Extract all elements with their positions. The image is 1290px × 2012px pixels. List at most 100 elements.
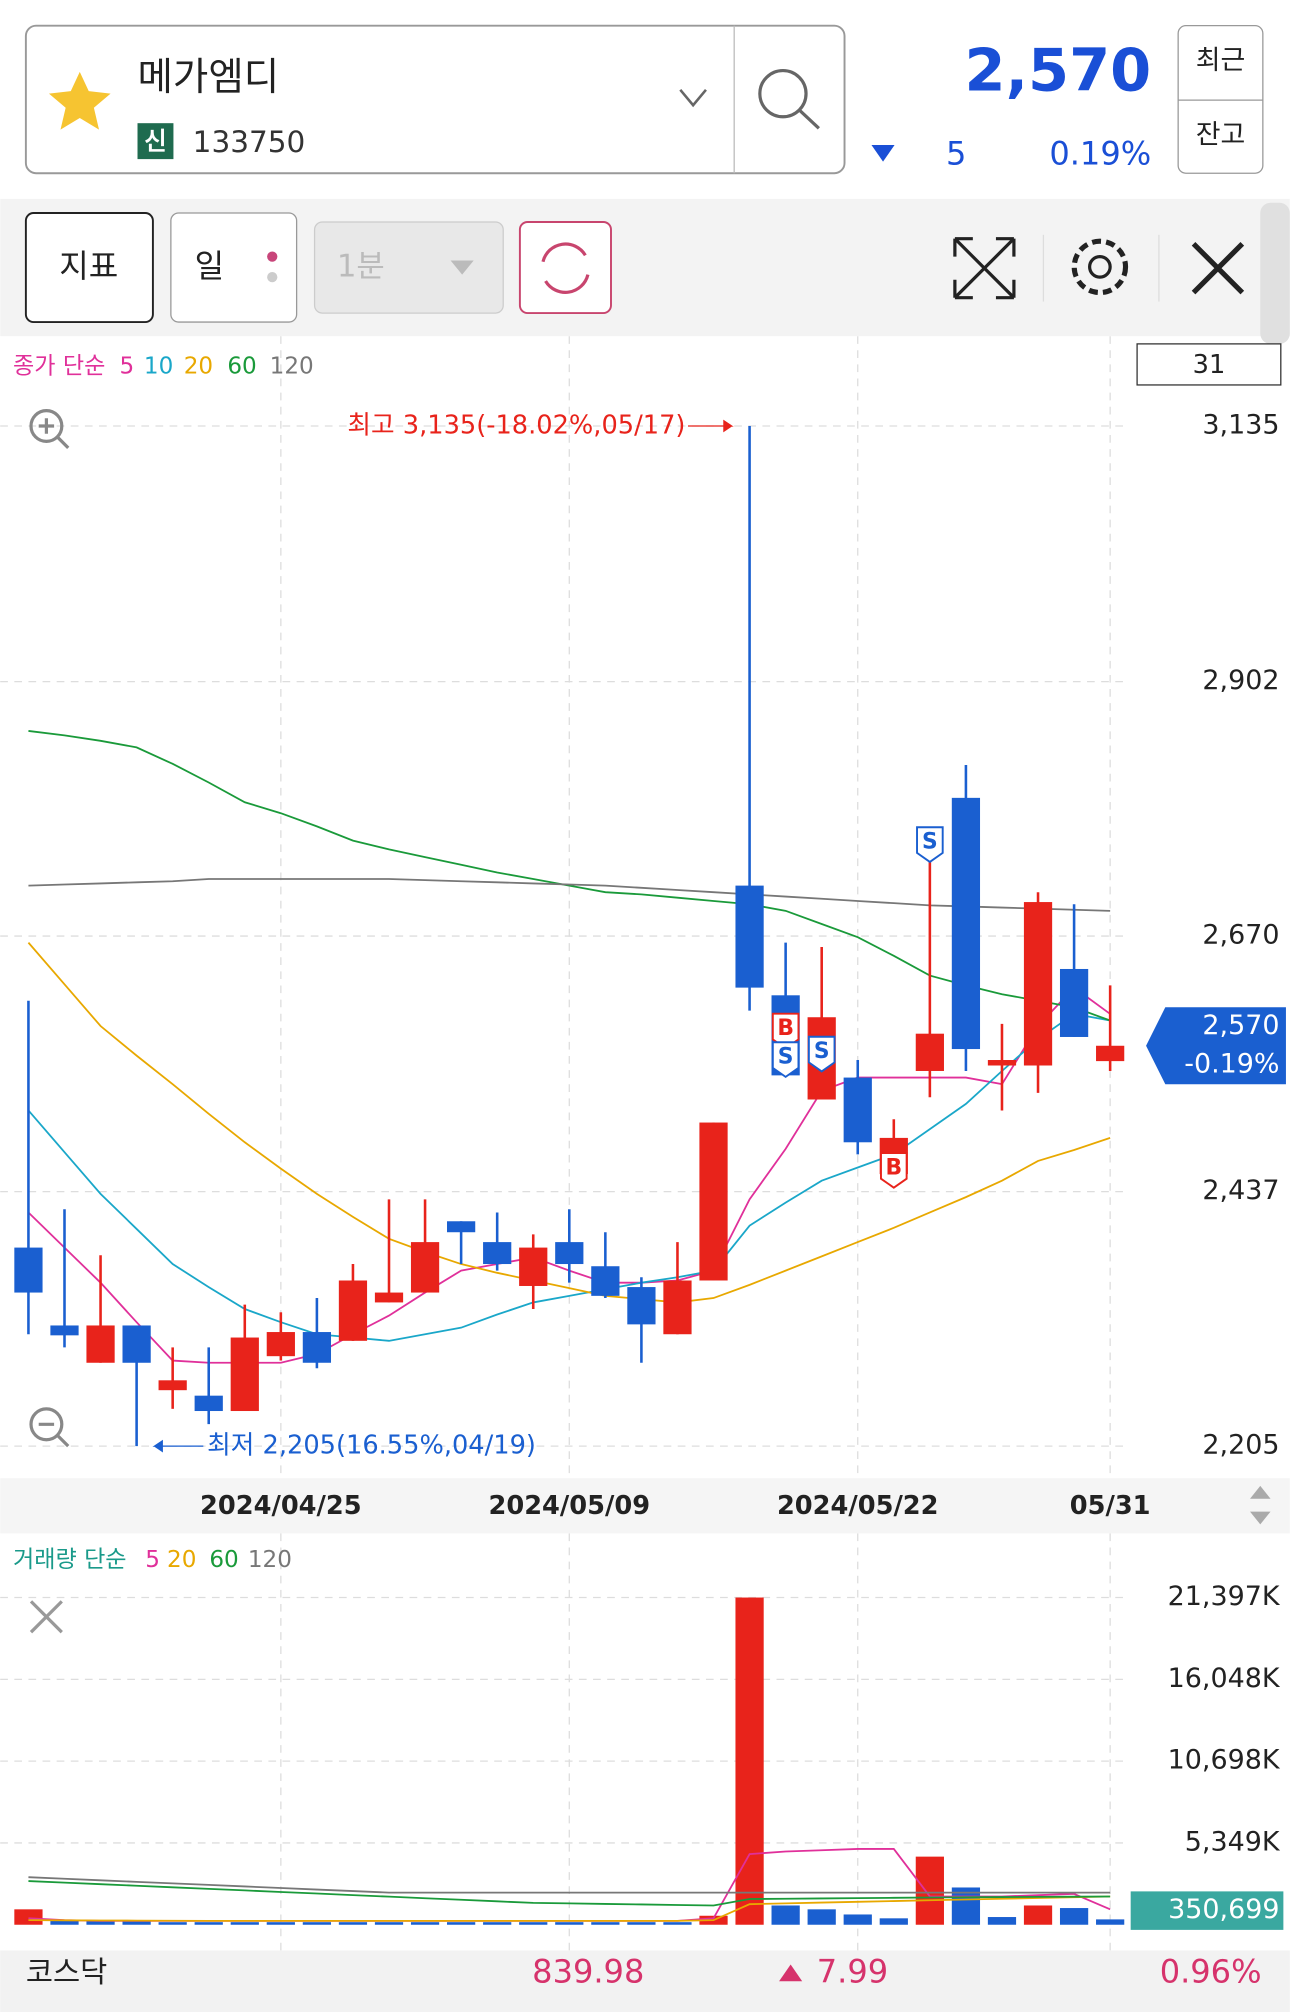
- legend-entry: 5: [120, 353, 135, 379]
- ma-line: [27, 1012, 1111, 1342]
- index-value: 839.98: [532, 1953, 644, 1991]
- zoom-in[interactable]: [29, 409, 64, 444]
- volume-bar: [338, 1922, 368, 1925]
- candle-body: [1059, 968, 1089, 1037]
- volume-bar: [86, 1920, 115, 1925]
- signal-marker: [916, 826, 944, 864]
- volume-bar: [1096, 1919, 1125, 1925]
- y-tick-label: 21,397K: [1168, 1581, 1281, 1612]
- legend-entry: 60: [227, 353, 256, 379]
- signal-marker: [807, 1035, 836, 1073]
- candle-body: [699, 1122, 728, 1281]
- legend-entry: 120: [270, 353, 314, 379]
- volume-bar: [122, 1920, 151, 1925]
- y-tick-label: 2,670: [1202, 920, 1279, 951]
- signal-marker: [771, 1041, 800, 1079]
- candle-body: [158, 1380, 187, 1391]
- candle-body: [266, 1332, 295, 1357]
- ma-line: [28, 1880, 1111, 1907]
- minute-select: [313, 221, 504, 314]
- zoom-in-icon: [38, 418, 70, 449]
- indicator-label: 지표: [59, 247, 118, 285]
- signal-label: S: [922, 830, 938, 855]
- count: 31: [1193, 350, 1226, 380]
- x-tick-label: 2024/04/25: [200, 1491, 362, 1521]
- candle-body: [122, 1325, 151, 1363]
- scroll-up[interactable]: [1250, 1485, 1271, 1499]
- expand-icon[interactable]: [953, 237, 1016, 300]
- x-tick-label: 2024/05/09: [489, 1491, 651, 1521]
- zoom-out[interactable]: [29, 1407, 64, 1442]
- legend-entry: 5: [145, 1547, 160, 1573]
- recent-button[interactable]: 최근: [1196, 45, 1246, 76]
- legend-entry: 120: [248, 1547, 292, 1573]
- settings-icon-core: [1088, 255, 1112, 279]
- scroll-down[interactable]: [1250, 1511, 1271, 1525]
- price-tag-change: -0.19%: [1184, 1049, 1279, 1080]
- ma-line: [28, 1895, 1111, 1922]
- low-arrow: [152, 1439, 204, 1453]
- refresh-button[interactable]: [518, 221, 612, 315]
- candle-body: [843, 1077, 872, 1143]
- ma-line: [27, 942, 1111, 1304]
- candle-body: [915, 1033, 944, 1071]
- candle-body: [663, 1280, 692, 1335]
- legend-title: 종가 단순: [13, 353, 105, 379]
- legend-entry: 20: [167, 1547, 196, 1573]
- candle-body: [230, 1337, 259, 1412]
- candle-body: [302, 1332, 332, 1363]
- volume-bar: [50, 1920, 79, 1925]
- close-icon[interactable]: [29, 1600, 63, 1634]
- candle-body: [555, 1242, 584, 1265]
- stock-name: 메가엠디: [138, 55, 280, 100]
- volume-bar: [14, 1909, 43, 1925]
- volume-bar: [410, 1922, 440, 1925]
- volume-bar: [555, 1922, 584, 1925]
- candle-body: [374, 1292, 404, 1303]
- stock-code: 133750: [193, 125, 306, 159]
- y-tick-label: 2,902: [1202, 665, 1279, 696]
- volume-tag: [1130, 1891, 1284, 1930]
- candle-body: [410, 1242, 440, 1293]
- volume-bar: [735, 1597, 764, 1925]
- dot: [267, 272, 278, 283]
- signal-label: B: [885, 1155, 902, 1180]
- search-box[interactable]: [24, 24, 846, 175]
- balance-button[interactable]: 잔고: [1196, 120, 1246, 151]
- candle-body: [86, 1325, 115, 1363]
- search-icon-handle: [798, 109, 820, 130]
- dot: [267, 251, 278, 262]
- high-arrow: [687, 419, 734, 433]
- period-button[interactable]: [170, 212, 298, 323]
- zoom-out-icon: [38, 1422, 70, 1448]
- tools-icon[interactable]: [1191, 241, 1245, 295]
- change-rate: 0.19%: [1049, 134, 1151, 172]
- low-annotation: 최저 2,205(16.55%,04/19): [207, 1431, 536, 1461]
- volume-bar: [771, 1905, 800, 1925]
- footer: [0, 1950, 1290, 2012]
- y-tick-label: 2,205: [1202, 1430, 1279, 1461]
- volume-bar: [807, 1909, 836, 1925]
- dropdown[interactable]: [679, 88, 707, 108]
- volume-bar: [194, 1922, 223, 1925]
- badge: [137, 123, 174, 160]
- volume-bar: [483, 1922, 512, 1925]
- volume-bar: [158, 1922, 187, 1925]
- candle-body: [194, 1395, 223, 1412]
- signal-label: B: [777, 1016, 794, 1041]
- star-icon[interactable]: [48, 71, 111, 130]
- index-change: 7.99: [817, 1953, 888, 1991]
- count-box[interactable]: [1136, 343, 1282, 386]
- candle-body: [1096, 1045, 1125, 1062]
- y-tick-label: 2,437: [1202, 1175, 1279, 1206]
- volume-bar: [447, 1922, 476, 1925]
- search-icon[interactable]: [758, 68, 808, 119]
- select-arrow: [450, 260, 474, 275]
- y-tick-label: 10,698K: [1168, 1745, 1281, 1776]
- settings-icon[interactable]: [1071, 238, 1129, 296]
- volume-bar: [266, 1922, 295, 1925]
- index-name: 코스닥: [26, 1955, 107, 1989]
- indicator-button[interactable]: [24, 212, 154, 324]
- candle-body: [447, 1221, 476, 1233]
